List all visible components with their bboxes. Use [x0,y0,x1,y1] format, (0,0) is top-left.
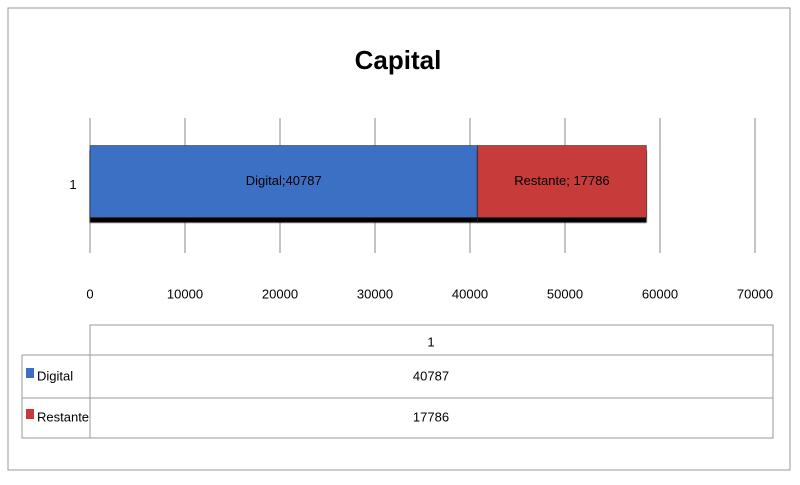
x-tick-label: 30000 [357,286,393,301]
x-tick-label: 20000 [262,286,298,301]
legend-key [26,368,34,378]
x-tick-label: 40000 [452,286,488,301]
legend-key [26,409,34,419]
chart-frame [7,7,791,471]
x-tick-label: 60000 [642,286,678,301]
legend-label: Restante [37,409,89,424]
table-value: 17786 [413,409,449,424]
table-value: 40787 [413,368,449,383]
data-label: Restante; 17786 [514,173,609,188]
data-table-names [21,354,91,439]
x-tick-label: 0 [86,286,93,301]
data-label: Digital;40787 [246,173,322,188]
x-tick-label: 50000 [547,286,583,301]
x-tick-label: 10000 [167,286,203,301]
bar [477,145,647,218]
chart-title: Capital [355,45,442,75]
y-tick-label: 1 [69,177,76,192]
x-tick-label: 70000 [737,286,773,301]
table-header: 1 [427,334,434,349]
legend-label: Digital [37,368,73,383]
bar [89,145,478,218]
